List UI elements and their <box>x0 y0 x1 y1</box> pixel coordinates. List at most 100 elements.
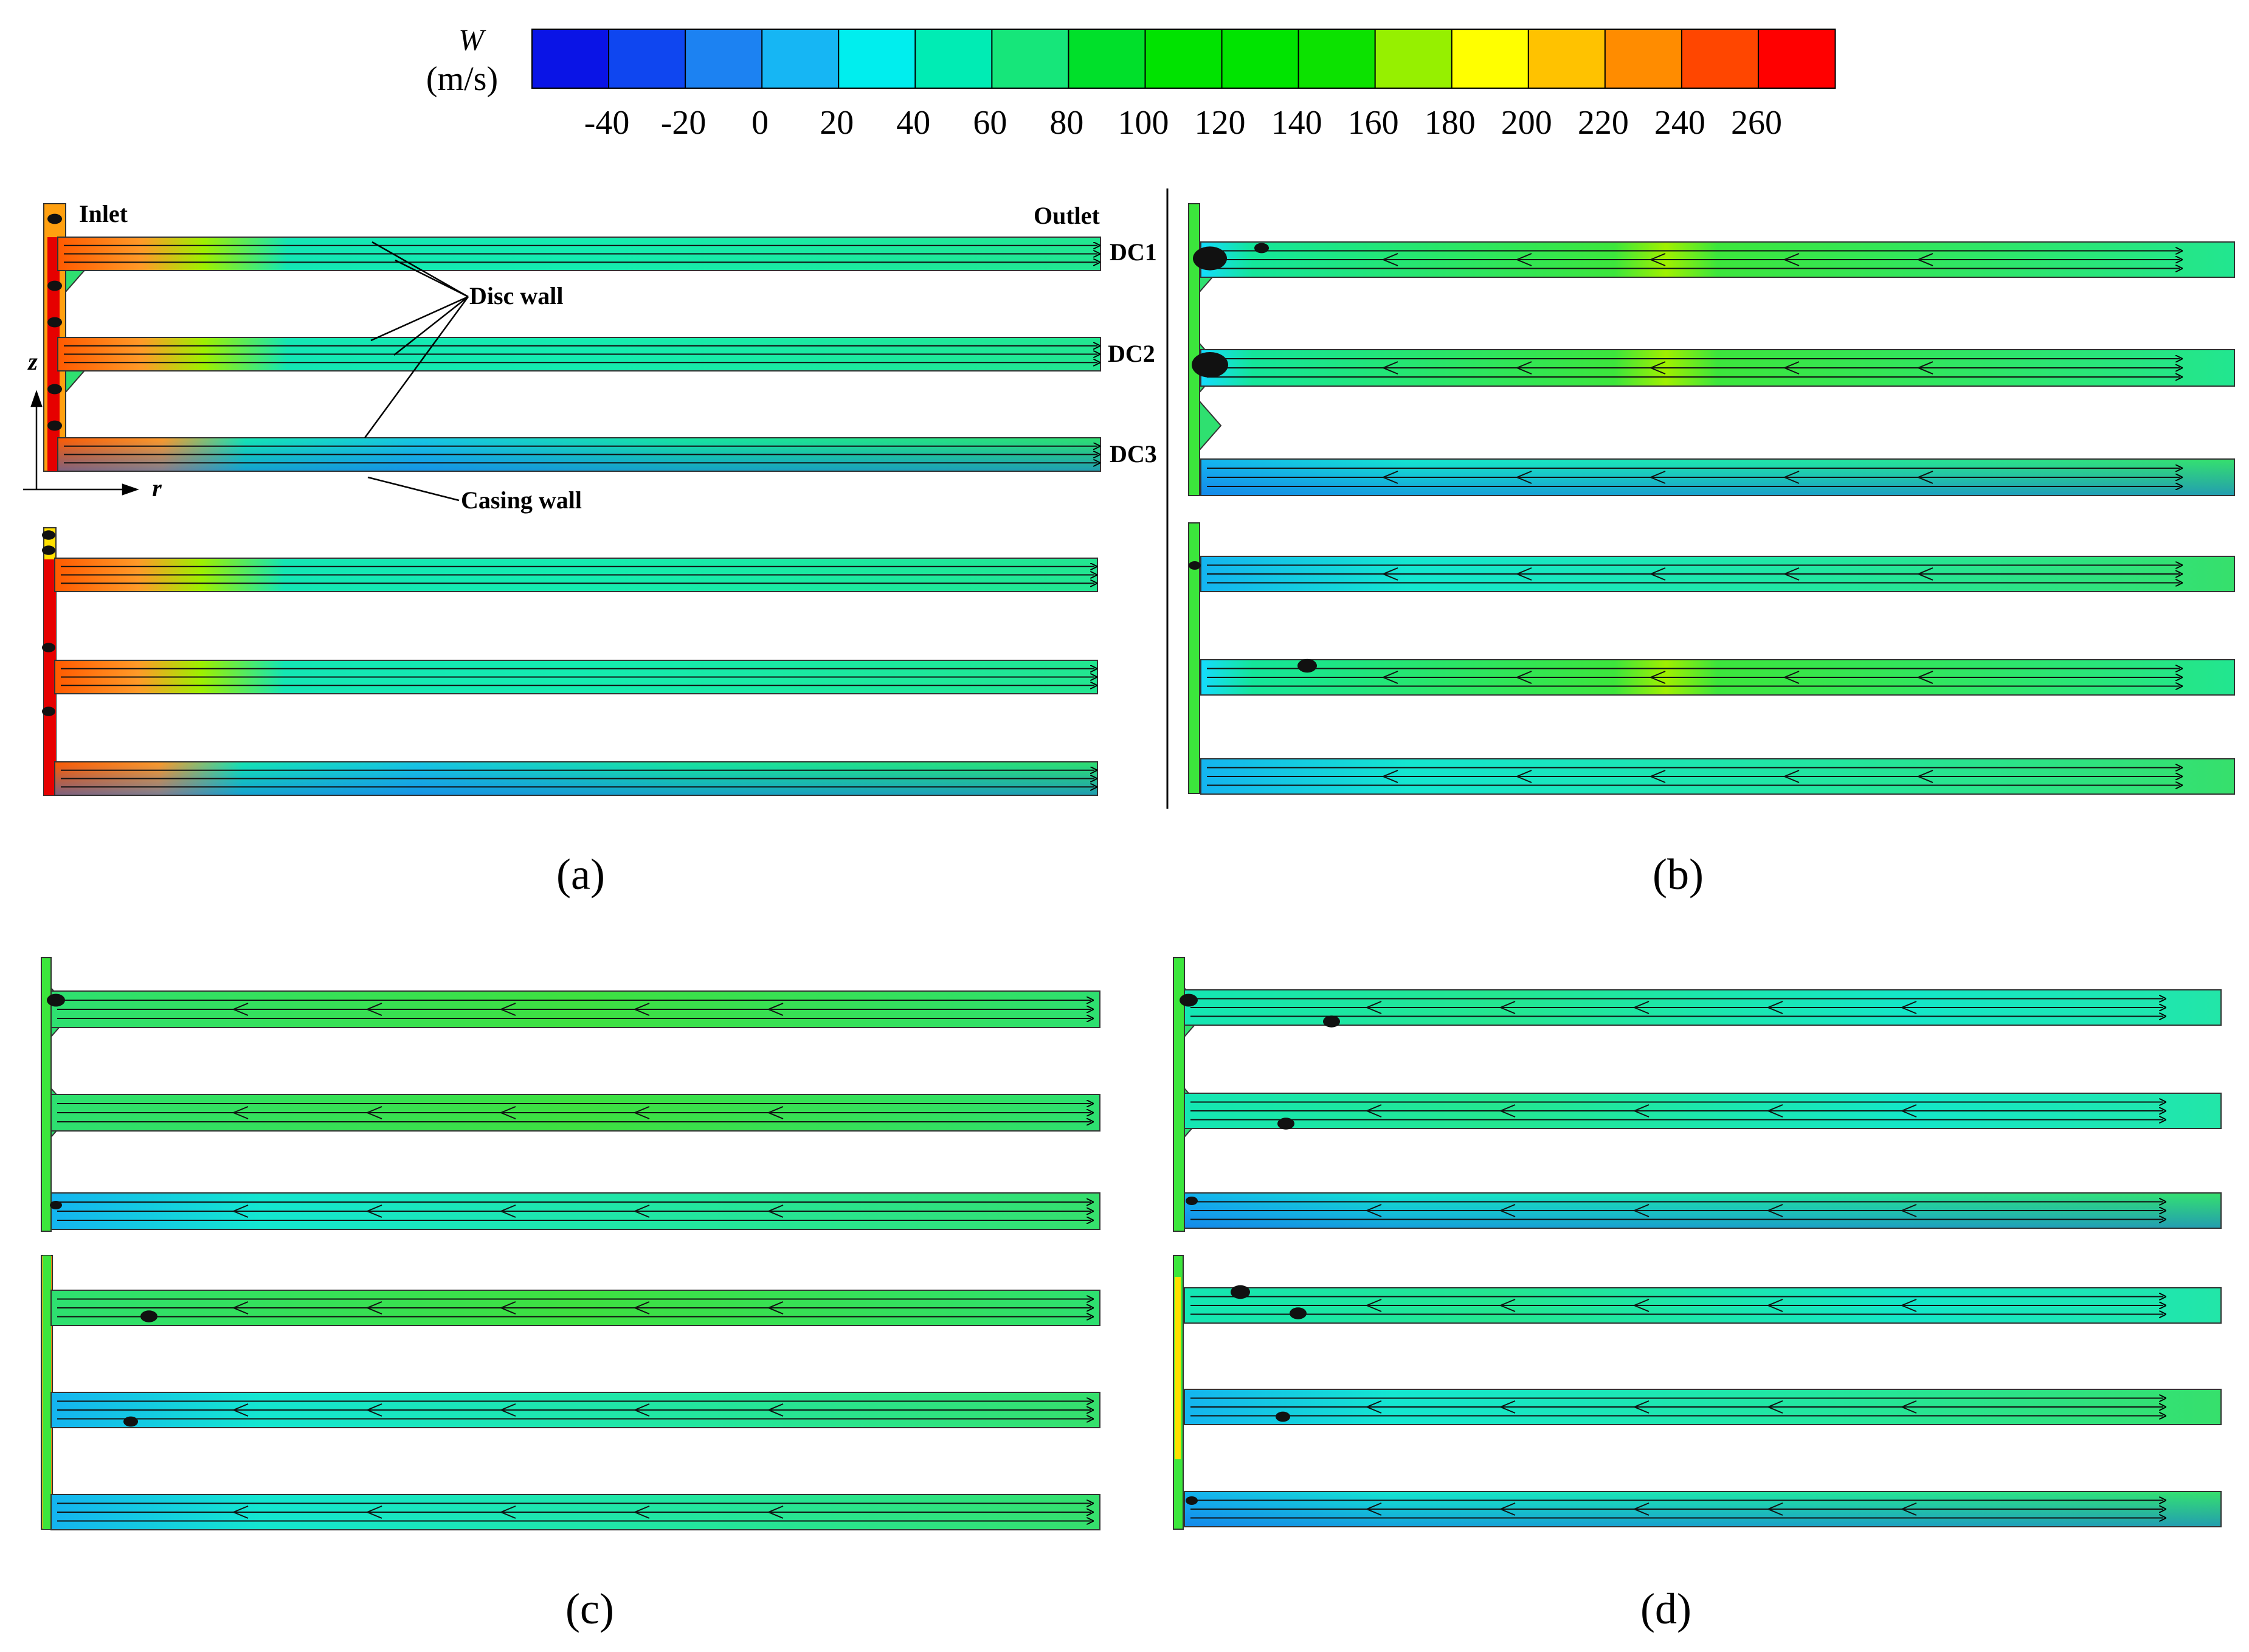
colorbar-variable: W <box>458 22 486 57</box>
panel-b <box>1188 203 2235 795</box>
colorbar-cell <box>914 29 993 89</box>
colorbar-cell <box>1451 29 1530 89</box>
colorbar-cell <box>761 29 840 89</box>
vortex-core <box>47 420 62 431</box>
panel-d <box>1173 957 2222 1530</box>
disc-cavity-channel <box>57 237 1100 271</box>
casing-wall-label: Casing wall <box>461 486 582 514</box>
vortex-core <box>42 530 55 540</box>
vortex-core <box>42 545 55 555</box>
disc-cavity-channel <box>54 558 1097 592</box>
axis-r-label: r <box>152 474 162 502</box>
dc1-label: DC1 <box>1110 238 1157 266</box>
vortex-core <box>140 1310 157 1322</box>
disc-cavity-channel <box>1184 1491 2222 1527</box>
vortex-core <box>47 994 65 1007</box>
disc-cavity-channel <box>1184 989 2222 1026</box>
disc-cavity-channel <box>1184 1389 2222 1425</box>
colorbar-cell <box>608 29 686 89</box>
panel-a <box>42 203 1100 796</box>
colorbar-tick-label: 220 <box>1578 104 1629 142</box>
axis-indicator <box>23 390 139 496</box>
vortex-core <box>1186 1197 1198 1205</box>
panel-c <box>41 957 1100 1530</box>
vortex-core <box>50 1201 62 1209</box>
colorbar-tick-label: 80 <box>1049 104 1083 142</box>
colorbar-tick-label: 60 <box>973 104 1007 142</box>
colorbar-tick-label: 100 <box>1118 104 1169 142</box>
vortex-core <box>1192 352 1228 378</box>
colorbar-cell <box>1757 29 1836 89</box>
disc-cavity-channel <box>50 1494 1100 1530</box>
colorbar-tick-label: 140 <box>1271 104 1322 142</box>
colorbar-tick-label: 40 <box>896 104 930 142</box>
vortex-core <box>123 1416 138 1427</box>
dc3-label: DC3 <box>1110 440 1157 468</box>
disc-cavity-channel <box>1200 758 2235 795</box>
colorbar-tick-label: 260 <box>1731 104 1782 142</box>
colorbar-cell <box>1681 29 1760 89</box>
disc-cavity-channel <box>57 337 1100 372</box>
disc-cavity-channel <box>50 1290 1100 1326</box>
vortex-core <box>42 643 55 652</box>
vortex-core <box>42 707 55 716</box>
colorbar-cell <box>1374 29 1453 89</box>
disc-cavity-channel <box>1184 1093 2222 1129</box>
panel-a-annotations: Inlet Outlet DC1 DC2 DC3 Disc wall Casin… <box>23 200 1157 514</box>
vortex-core <box>1276 1411 1290 1422</box>
vortex-core <box>1180 994 1198 1007</box>
vortex-core <box>1297 658 1317 673</box>
colorbar-cell <box>1604 29 1683 89</box>
axis-z-label: z <box>27 348 38 375</box>
disc-cavity-channel <box>50 1192 1100 1230</box>
disc-wall-leaders <box>364 241 469 438</box>
disc-cavity-channel <box>1200 241 2235 278</box>
colorbar-tick-label: 160 <box>1348 104 1399 142</box>
colorbar-tick-label: 180 <box>1425 104 1476 142</box>
disc-wall-label: Disc wall <box>469 282 563 309</box>
colorbar-cell <box>1297 29 1377 89</box>
disc-cavity-channel <box>1184 1192 2222 1229</box>
disc-cavity-channel <box>1200 458 2235 496</box>
vortex-core <box>47 384 62 395</box>
colorbar-cells <box>531 29 1836 89</box>
vortex-core <box>47 317 62 328</box>
disc-cavity-channel <box>50 990 1100 1028</box>
vortex-core <box>1189 561 1201 570</box>
panel-b-caption: (b) <box>1653 850 1704 899</box>
disc-cavity-channel <box>1184 1287 2222 1324</box>
colorbar-tick-label: -40 <box>584 104 630 142</box>
outlet-label: Outlet <box>1034 202 1100 229</box>
vortex-core <box>1277 1118 1294 1130</box>
disc-cavity-channel <box>57 437 1100 472</box>
disc-cavity-channel <box>1200 556 2235 592</box>
colorbar-cell <box>1068 29 1146 89</box>
disc-cavity-channel <box>50 1094 1100 1132</box>
panel-c-caption: (c) <box>565 1585 614 1633</box>
disc-cavity-channel <box>54 761 1097 796</box>
disc-cavity-channel <box>1200 349 2235 387</box>
colorbar-tick-label: 200 <box>1501 104 1552 142</box>
panel-d-caption: (d) <box>1640 1585 1691 1633</box>
colorbar-tick-label: 0 <box>751 104 769 142</box>
disc-cavity-channel <box>1200 659 2235 696</box>
vortex-core <box>47 213 62 224</box>
colorbar-cell <box>991 29 1069 89</box>
inlet-column <box>1188 522 1200 794</box>
colorbar-cell <box>1527 29 1606 89</box>
disc-cavity-channel <box>54 660 1097 694</box>
colorbar-tick-label: -20 <box>661 104 706 142</box>
colorbar-cell <box>838 29 916 89</box>
colorbar-cell <box>1144 29 1223 89</box>
disc-cavity-channel <box>50 1392 1100 1428</box>
colorbar-cell <box>1221 29 1300 89</box>
casing-wall-leader <box>367 476 460 502</box>
colorbar-legend: W (m/s) -40 -20 0 20 40 60 80 100 120 140 160 180 20… <box>426 22 1836 142</box>
colorbar-unit: (m/s) <box>426 60 498 98</box>
dc2-label: DC2 <box>1108 340 1155 367</box>
colorbar-tick-labels: -40 -20 0 20 40 60 80 100 120 140 160 180 200 220 240 2… <box>584 104 1782 142</box>
panel-a-caption: (a) <box>556 850 605 899</box>
colorbar-tick-label: 240 <box>1654 104 1705 142</box>
colorbar-cell <box>685 29 763 89</box>
